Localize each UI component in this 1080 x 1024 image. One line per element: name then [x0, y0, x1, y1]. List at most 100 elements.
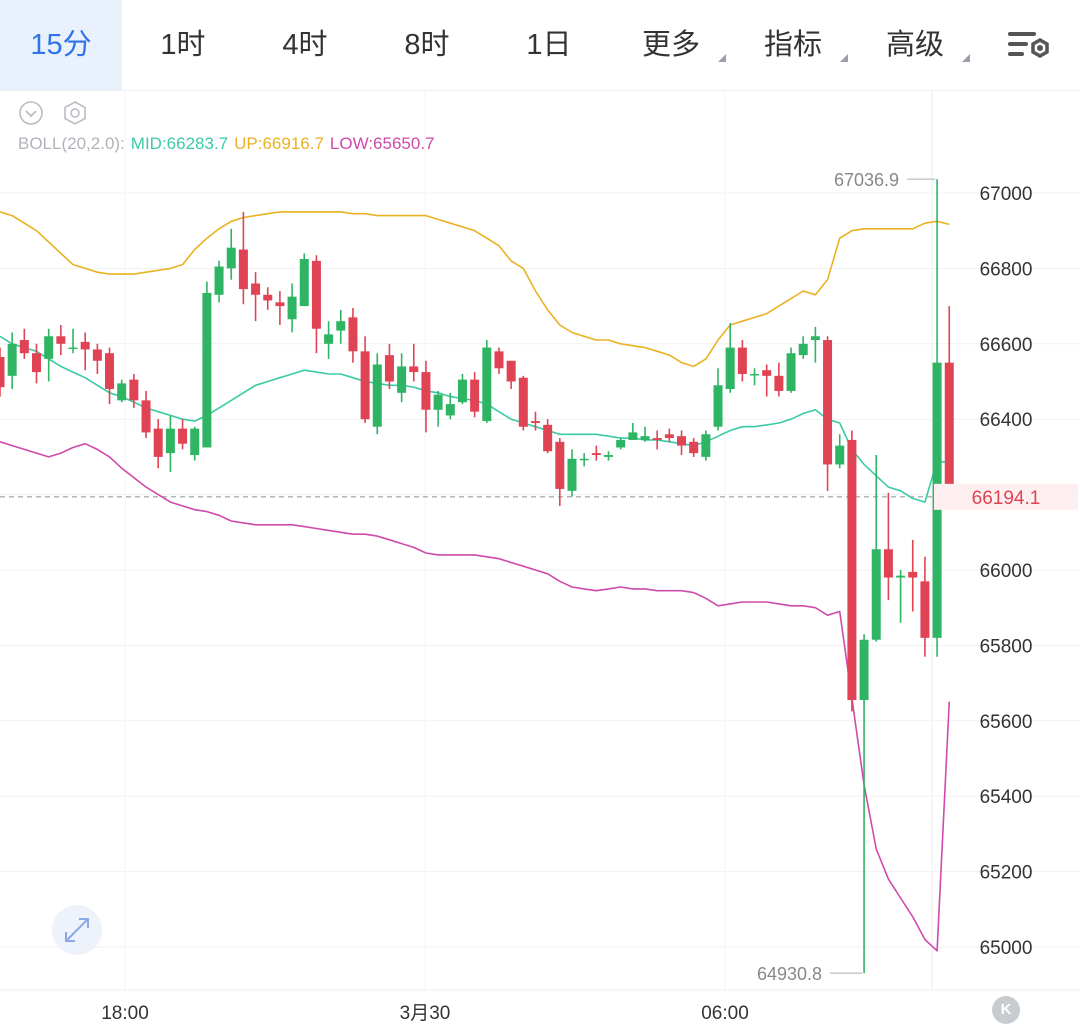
candle-body	[640, 436, 650, 440]
candle-body	[908, 571, 918, 578]
candle	[591, 445, 601, 461]
candle-body	[944, 362, 954, 497]
candle	[908, 539, 918, 612]
candle	[336, 309, 346, 344]
candle	[810, 326, 820, 363]
x-tick-label: 18:00	[101, 1003, 149, 1024]
tab-1d[interactable]: 1日	[488, 0, 610, 90]
candle-body	[0, 356, 5, 388]
candle-body	[178, 428, 188, 444]
collapse-icon[interactable]	[18, 100, 44, 126]
candle	[56, 324, 66, 356]
boll-name: BOLL(20,2.0):	[18, 134, 125, 153]
candle-body	[506, 360, 516, 382]
boll-lower-line	[0, 441, 951, 952]
candle	[798, 336, 808, 359]
candle-body	[397, 366, 407, 393]
candle-body	[32, 353, 42, 373]
candle	[263, 287, 273, 310]
candle-body	[384, 355, 394, 382]
candle-body	[226, 247, 236, 269]
candle	[494, 347, 504, 374]
candle-body	[725, 347, 735, 390]
candle-body	[105, 353, 115, 390]
candle	[871, 455, 881, 642]
k-line-button[interactable]: K	[992, 996, 1020, 1024]
x-tick-label: 3月30	[400, 1003, 451, 1024]
candle	[652, 430, 662, 450]
tab-label: 15分	[30, 29, 92, 61]
candle-body	[409, 366, 419, 373]
tab-4h[interactable]: 4时	[244, 0, 366, 90]
y-tick-label: 65400	[980, 787, 1033, 808]
candle	[859, 634, 869, 974]
candle	[457, 373, 467, 405]
candle	[944, 306, 954, 497]
timeframe-tab-bar: 15分 1时 4时 8时 1日 更多 指标 高级	[0, 0, 1080, 91]
boll-mid: MID:66283.7	[130, 134, 229, 153]
candle	[737, 340, 747, 382]
settings-icon[interactable]	[1000, 24, 1056, 68]
candle-body	[19, 340, 29, 354]
candle	[786, 347, 796, 393]
candle	[896, 570, 906, 623]
candle-body	[80, 341, 90, 350]
candle-body	[737, 347, 747, 374]
candle	[470, 372, 480, 418]
tab-8h[interactable]: 8时	[366, 0, 488, 90]
expand-icon[interactable]	[52, 905, 102, 955]
candle-body	[336, 321, 346, 331]
candle-body	[482, 347, 492, 422]
tab-label: 指标	[763, 29, 822, 61]
candle-body	[129, 379, 139, 401]
tab-15min[interactable]: 15分	[0, 0, 122, 90]
candle	[190, 426, 200, 461]
candle	[384, 343, 394, 390]
tab-indicators-dropdown[interactable]: 指标	[732, 0, 854, 90]
candle-body	[835, 445, 845, 465]
eye-icon[interactable]	[62, 100, 88, 126]
candle-body	[798, 343, 808, 356]
candle-body	[117, 383, 127, 401]
tab-label: 高级	[885, 29, 944, 61]
y-tick-label: 67000	[980, 184, 1033, 205]
candle	[7, 332, 17, 390]
candle	[920, 556, 930, 657]
boll-legend: BOLL(20,2.0): MID:66283.7 UP:66916.7 LOW:65…	[18, 134, 441, 154]
candle-body	[360, 351, 370, 420]
candle	[44, 328, 54, 382]
candle	[567, 449, 577, 497]
tab-1h[interactable]: 1时	[122, 0, 244, 90]
candle-body	[470, 379, 480, 412]
y-tick-label: 65800	[980, 636, 1033, 657]
candle-body	[311, 260, 321, 329]
candle	[287, 283, 297, 333]
y-tick-label: 65200	[980, 863, 1033, 884]
candle-body	[287, 296, 297, 320]
candle	[165, 415, 175, 472]
tab-more-dropdown[interactable]: 更多	[610, 0, 732, 90]
candle	[847, 430, 857, 712]
candle-body	[457, 379, 467, 403]
candle	[360, 336, 370, 423]
dropdown-triangle-icon	[962, 54, 970, 62]
candle-body	[190, 428, 200, 456]
candle	[774, 362, 784, 397]
tab-label: 1日	[526, 29, 572, 61]
candle-body	[555, 441, 565, 489]
candle	[238, 211, 248, 305]
candle	[664, 428, 674, 442]
candle	[823, 336, 833, 491]
candle	[640, 426, 650, 442]
candle	[0, 347, 5, 397]
candle	[153, 419, 163, 469]
candle-body	[214, 266, 224, 295]
current-price-label: 66194.1	[972, 488, 1041, 509]
candle-body	[591, 453, 601, 456]
candle-body	[275, 302, 285, 307]
candle	[628, 422, 638, 440]
candle	[105, 347, 115, 405]
tab-advanced-dropdown[interactable]: 高级	[854, 0, 976, 90]
candle	[530, 411, 540, 431]
